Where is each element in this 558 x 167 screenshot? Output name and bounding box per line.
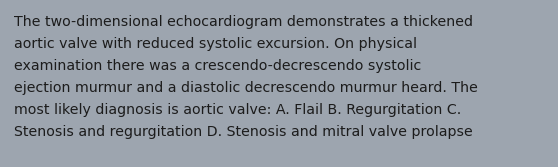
Text: ejection murmur and a diastolic decrescendo murmur heard. The: ejection murmur and a diastolic decresce… <box>14 81 478 95</box>
Text: The two-dimensional echocardiogram demonstrates a thickened: The two-dimensional echocardiogram demon… <box>14 15 473 29</box>
Text: examination there was a crescendo-decrescendo systolic: examination there was a crescendo-decres… <box>14 59 421 73</box>
Text: most likely diagnosis is aortic valve: A. Flail B. Regurgitation C.: most likely diagnosis is aortic valve: A… <box>14 103 461 117</box>
Text: Stenosis and regurgitation D. Stenosis and mitral valve prolapse: Stenosis and regurgitation D. Stenosis a… <box>14 125 473 139</box>
Text: aortic valve with reduced systolic excursion. On physical: aortic valve with reduced systolic excur… <box>14 37 417 51</box>
